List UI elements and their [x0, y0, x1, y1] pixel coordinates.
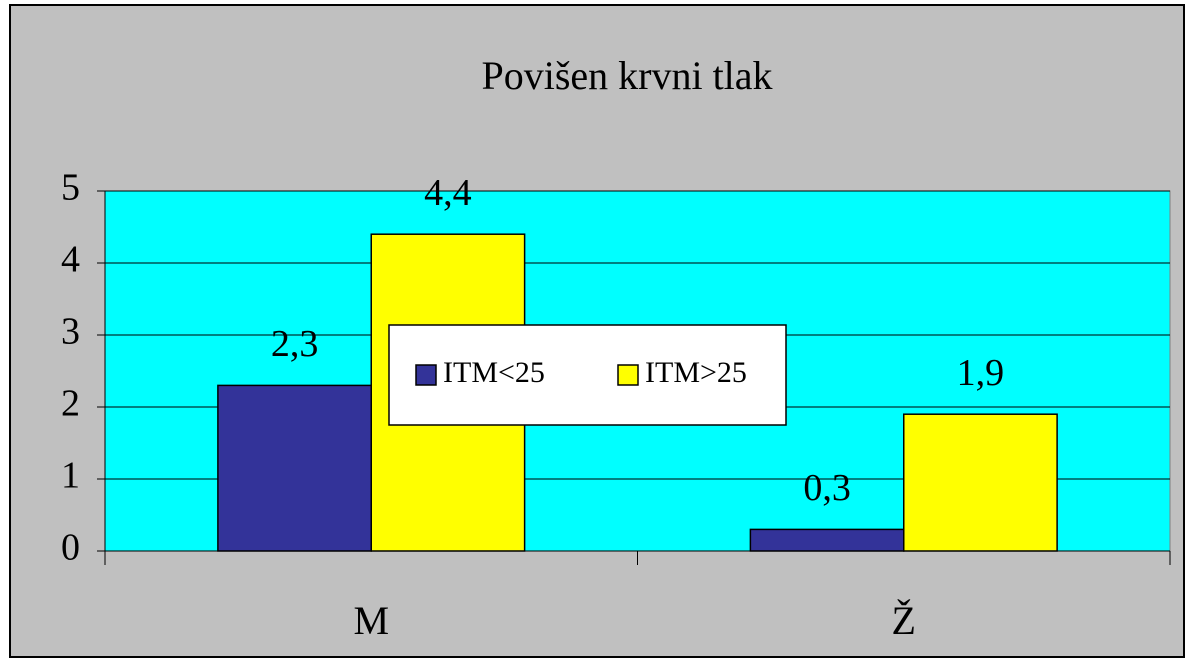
- value-label: 2,3: [271, 323, 319, 365]
- value-label: 0,3: [803, 467, 851, 509]
- y-tick-label: 0: [61, 527, 80, 569]
- legend-label: ITM>25: [645, 356, 747, 389]
- bar: [749, 528, 905, 552]
- y-tick-label: 4: [61, 239, 80, 281]
- legend-swatch: [415, 364, 437, 386]
- bar: [217, 384, 372, 552]
- x-tick-label: Ž: [892, 598, 916, 643]
- value-label: 4,4: [424, 172, 472, 214]
- legend-label: ITM<25: [443, 356, 545, 389]
- y-tick-label: 2: [61, 383, 80, 425]
- y-tick-label: 5: [61, 167, 80, 209]
- y-tick-label: 1: [61, 455, 80, 497]
- chart-title: Povišen krvni tlak: [481, 53, 772, 98]
- bar: [903, 413, 1058, 552]
- legend-swatch: [617, 364, 639, 386]
- y-tick-label: 3: [61, 311, 80, 353]
- x-tick-label: M: [353, 598, 389, 643]
- value-label: 1,9: [957, 352, 1005, 394]
- legend-box: [388, 324, 787, 426]
